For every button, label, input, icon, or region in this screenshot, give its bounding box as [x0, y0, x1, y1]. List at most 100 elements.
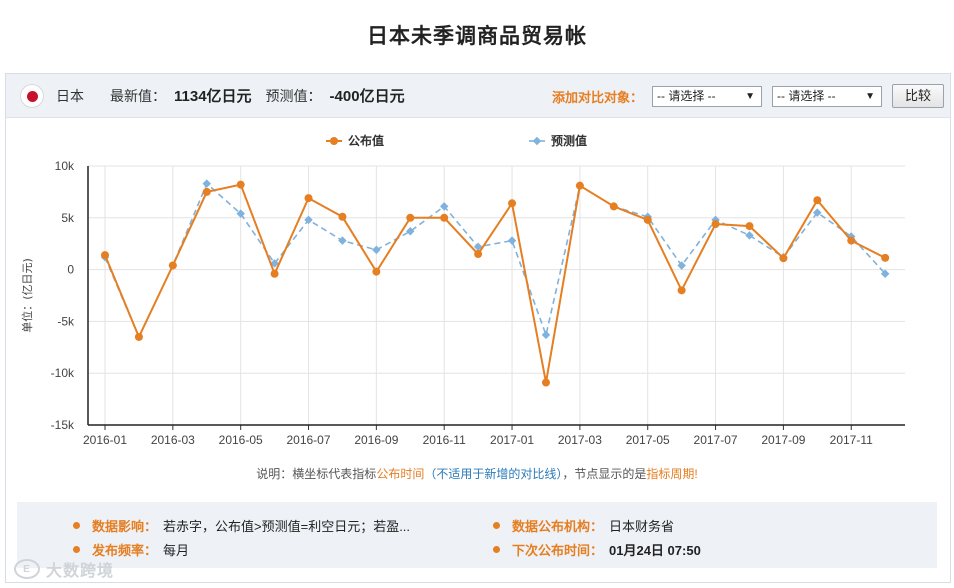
data-point-published	[711, 220, 720, 229]
data-point-published	[609, 202, 618, 211]
dropdown-arrow-icon: ▼	[745, 91, 755, 102]
note-period: 指标周期!	[646, 467, 698, 481]
x-tick-label: 2016-03	[151, 433, 195, 447]
data-point-forecast	[338, 236, 347, 245]
data-point-forecast	[677, 261, 686, 270]
info-box: 数据影响： 若赤字，公布值>预测值=利空日元；若盈... 数据公布机构： 日本财…	[17, 502, 937, 568]
bullet-icon	[73, 546, 80, 553]
data-point-published	[575, 181, 584, 190]
watermark: E 大数跨境	[14, 557, 114, 581]
legend-marker-published	[330, 137, 338, 145]
data-point-published	[881, 253, 890, 262]
data-point-forecast	[439, 202, 449, 211]
data-point-published	[236, 180, 245, 189]
data-point-published	[508, 199, 517, 208]
forecast-value: -400亿日元	[329, 88, 405, 105]
info-impact-label: 数据影响：	[92, 519, 158, 534]
latest-label: 最新值：	[110, 87, 166, 104]
info-frequency-label: 发布频率：	[92, 543, 158, 558]
data-point-forecast	[202, 179, 212, 188]
info-next-release: 下次公布时间： 01月24日 07:50	[493, 540, 701, 559]
x-tick-label: 2016-07	[286, 433, 330, 447]
bullet-icon	[493, 522, 500, 529]
data-point-published	[338, 212, 347, 221]
legend-label-published: 公布值	[348, 133, 384, 148]
info-impact-value: 若赤字，公布值>预测值=利空日元；若盈...	[163, 519, 411, 534]
info-frequency-value: 每月	[163, 543, 190, 558]
data-point-published	[101, 251, 109, 260]
x-tick-label: 2017-01	[490, 433, 534, 447]
country-name: 日本	[56, 87, 84, 104]
y-tick-label: 5k	[61, 211, 75, 225]
data-point-forecast	[304, 215, 313, 225]
data-point-published	[406, 213, 415, 222]
data-point-published	[541, 378, 550, 387]
series-line-forecast	[104, 182, 886, 339]
info-next-value: 01月24日 07:50	[609, 543, 701, 558]
data-point-published	[643, 215, 652, 224]
data-point-published	[745, 222, 754, 231]
y-tick-label: -10k	[51, 366, 75, 380]
x-tick-label: 2017-05	[626, 433, 670, 447]
bullet-icon	[73, 522, 80, 529]
data-point-published	[304, 194, 313, 203]
data-point-forecast	[406, 227, 415, 236]
page-title: 日本未季调商品贸易帐	[367, 24, 587, 48]
chart-panel: 日本 最新值： 1134亿日元 预测值： -400亿日元 添加对比对象： -- …	[5, 73, 951, 583]
compare-select-1-value: -- 请选择 --	[657, 89, 716, 103]
data-point-published	[168, 261, 177, 270]
data-point-published	[779, 254, 788, 263]
note-prefix: 说明：横坐标代表指标	[256, 467, 377, 481]
info-impact: 数据影响： 若赤字，公布值>预测值=利空日元；若盈...	[73, 516, 410, 535]
info-agency: 数据公布机构： 日本财务省	[493, 516, 674, 535]
data-point-published	[440, 213, 449, 222]
forecast-label: 预测值：	[265, 87, 322, 104]
data-point-forecast	[880, 269, 890, 278]
x-tick-label: 2017-09	[761, 433, 805, 447]
compare-label: 添加对比对象：	[552, 90, 644, 105]
compare-select-2[interactable]: -- 请选择 -- ▼	[772, 86, 882, 107]
legend-label-forecast: 预测值	[551, 133, 587, 148]
note-mid: ，节点显示的是	[562, 467, 647, 481]
info-frequency: 发布频率： 每月	[73, 540, 189, 559]
compare-select-2-value: -- 请选择 --	[777, 89, 836, 103]
data-point-published	[372, 267, 381, 276]
data-point-published	[474, 250, 483, 259]
watermark-logo-icon: E	[14, 559, 40, 579]
compare-button[interactable]: 比较	[892, 84, 944, 108]
data-point-forecast	[473, 242, 483, 252]
data-point-published	[677, 286, 686, 295]
japan-flag-icon	[20, 83, 44, 108]
info-agency-label: 数据公布机构：	[512, 519, 604, 534]
x-tick-label: 2016-11	[423, 433, 466, 447]
y-tick-label: -15k	[51, 418, 75, 432]
data-point-published	[847, 236, 856, 245]
data-point-published	[202, 187, 211, 196]
data-point-published	[134, 332, 143, 341]
note-paren: （不适用于新增的对比线）	[424, 467, 563, 481]
note-publish-time: 公布时间	[376, 467, 425, 481]
line-chart: 10k 5k 0 -5k -10k -15k 2016-01 2016-03 2016-05 20…	[20, 133, 905, 447]
y-tick-label: 0	[67, 263, 74, 277]
data-point-forecast	[236, 209, 245, 218]
x-tick-label: 2016-09	[354, 433, 398, 447]
x-tick-label: 2017-03	[558, 433, 602, 447]
y-axis-label: 单位：(亿日元)	[20, 258, 34, 333]
compare-select-1[interactable]: -- 请选择 -- ▼	[652, 86, 762, 107]
series-line-published	[104, 183, 886, 383]
data-point-forecast	[507, 236, 517, 245]
data-point-forecast	[541, 330, 551, 340]
info-agency-value: 日本财务省	[609, 519, 675, 534]
info-next-label: 下次公布时间：	[512, 543, 604, 558]
bullet-icon	[493, 546, 500, 553]
x-tick-label: 2016-01	[83, 433, 127, 447]
x-tick-label: 2017-11	[830, 433, 873, 447]
watermark-text: 大数跨境	[46, 563, 115, 580]
y-tick-label: 10k	[55, 159, 75, 173]
data-point-published	[270, 269, 279, 278]
x-tick-label: 2017-07	[694, 433, 738, 447]
dropdown-arrow-icon: ▼	[865, 91, 875, 102]
legend-marker-forecast	[532, 136, 542, 146]
data-point-forecast	[372, 245, 381, 255]
latest-value: 1134亿日元	[174, 88, 252, 105]
